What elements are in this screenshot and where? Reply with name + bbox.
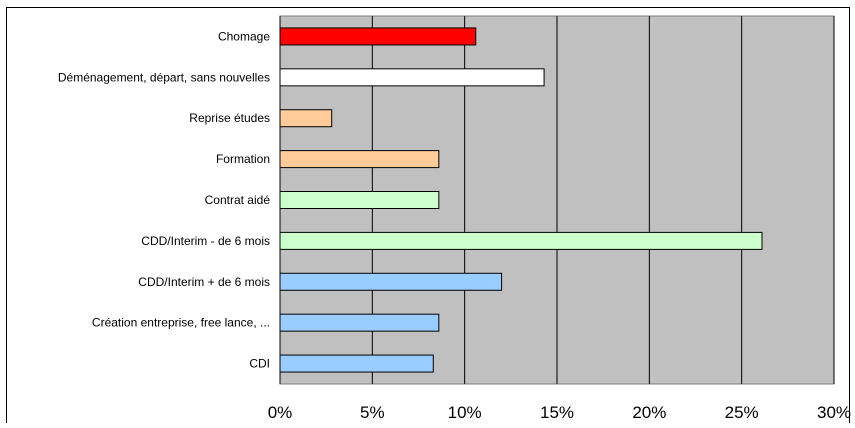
category-label: CDI bbox=[249, 357, 270, 371]
bar bbox=[279, 313, 440, 332]
category-label: CDD/Interim + de 6 mois bbox=[138, 275, 270, 289]
bar bbox=[279, 354, 434, 373]
x-tick-label: 25% bbox=[725, 403, 759, 422]
bar bbox=[279, 150, 440, 169]
x-tick-label: 10% bbox=[448, 403, 482, 422]
category-label: Déménagement, départ, sans nouvelles bbox=[58, 70, 270, 84]
category-label: Formation bbox=[216, 152, 270, 166]
x-tick-label: 0% bbox=[268, 403, 293, 422]
category-label: Création entreprise, free lance, ... bbox=[92, 316, 270, 330]
bar bbox=[279, 272, 503, 291]
bar bbox=[279, 191, 440, 209]
category-label: CDD/Interim - de 6 mois bbox=[141, 234, 270, 248]
x-tick-label: 15% bbox=[540, 403, 574, 422]
bar bbox=[279, 27, 477, 46]
bar bbox=[279, 68, 545, 87]
bar bbox=[279, 109, 333, 128]
category-label: Chomage bbox=[218, 29, 270, 43]
category-label: Reprise études bbox=[189, 111, 270, 125]
category-label: Contrat aidé bbox=[205, 193, 271, 207]
category-labels: Chomage Déménagement, départ, sans nouvel… bbox=[58, 29, 270, 370]
bars bbox=[279, 27, 763, 373]
bar bbox=[279, 231, 763, 250]
x-axis-tick-labels: 0% 5% 10% 15% 20% 25% 30% bbox=[268, 403, 851, 422]
x-tick-label: 30% bbox=[817, 403, 851, 422]
x-tick-label: 5% bbox=[360, 403, 385, 422]
x-tick-label: 20% bbox=[632, 403, 666, 422]
